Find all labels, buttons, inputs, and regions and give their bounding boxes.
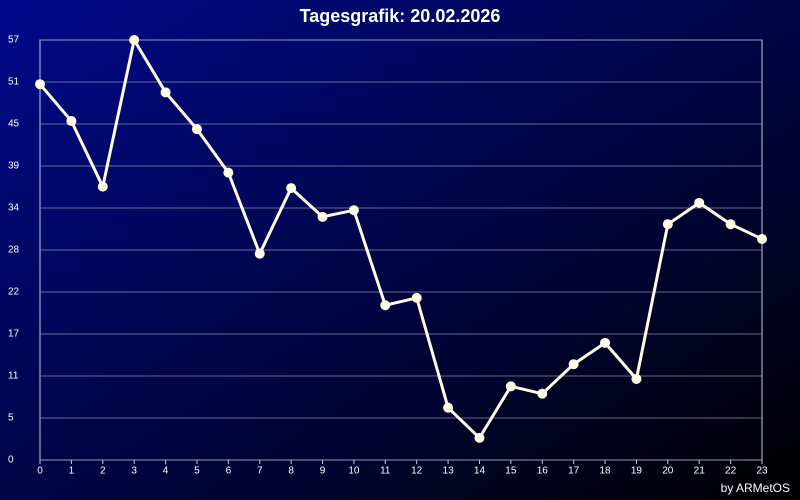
data-point — [474, 432, 485, 443]
data-point — [725, 219, 736, 230]
x-tick-label: 21 — [694, 466, 706, 477]
data-point — [505, 381, 516, 392]
x-tick-label: 9 — [320, 466, 326, 477]
y-tick-label: 39 — [8, 161, 20, 172]
data-point — [411, 292, 422, 303]
y-tick-label: 17 — [8, 329, 20, 340]
x-tick-label: 19 — [631, 466, 643, 477]
x-tick-label: 8 — [288, 466, 294, 477]
data-point — [160, 87, 171, 98]
x-tick-label: 7 — [257, 466, 263, 477]
data-point — [380, 300, 391, 311]
data-point — [694, 197, 705, 208]
x-tick-label: 10 — [348, 466, 360, 477]
chart-title: Tagesgrafik: 20.02.2026 — [300, 6, 501, 26]
y-tick-label: 51 — [8, 77, 20, 88]
x-tick-label: 12 — [411, 466, 423, 477]
x-tick-label: 11 — [380, 466, 391, 477]
data-point — [348, 205, 359, 216]
x-tick-label: 13 — [443, 466, 455, 477]
y-tick-label: 0 — [8, 455, 14, 466]
x-tick-label: 1 — [69, 466, 75, 477]
data-point — [191, 124, 202, 135]
x-tick-label: 16 — [537, 466, 549, 477]
x-tick-label: 20 — [662, 466, 674, 477]
y-tick-label: 11 — [8, 371, 19, 382]
data-point — [286, 183, 297, 194]
x-tick-label: 3 — [131, 466, 137, 477]
data-point — [568, 359, 579, 370]
data-point — [662, 219, 673, 230]
data-point — [129, 35, 140, 45]
data-point — [97, 181, 108, 192]
x-tick-label: 5 — [194, 466, 200, 477]
x-tick-label: 2 — [100, 466, 106, 477]
data-point — [600, 337, 611, 348]
data-point — [66, 116, 77, 127]
x-tick-label: 15 — [505, 466, 517, 477]
x-tick-label: 23 — [756, 466, 768, 477]
footer: by ARMetOS — [721, 481, 790, 495]
y-tick-label: 28 — [8, 245, 20, 256]
y-tick-label: 22 — [8, 287, 20, 298]
y-tick-label: 34 — [8, 203, 20, 214]
x-tick-label: 0 — [37, 466, 43, 477]
data-point — [223, 167, 234, 178]
x-tick-label: 6 — [226, 466, 232, 477]
y-tick-label: 5 — [8, 413, 14, 424]
data-point — [537, 388, 548, 399]
x-tick-label: 22 — [725, 466, 737, 477]
x-tick-label: 14 — [474, 466, 486, 477]
data-point — [317, 211, 328, 222]
x-tick-label: 4 — [163, 466, 169, 477]
data-point — [757, 233, 767, 244]
data-point — [35, 79, 45, 90]
data-point — [631, 373, 642, 384]
series-line — [38, 35, 763, 441]
data-point — [254, 248, 265, 259]
x-tick-label: 17 — [568, 466, 580, 477]
x-tick-label: 18 — [599, 466, 611, 477]
y-tick-label: 57 — [8, 35, 20, 46]
data-point — [443, 402, 454, 413]
y-tick-label: 45 — [8, 119, 20, 130]
